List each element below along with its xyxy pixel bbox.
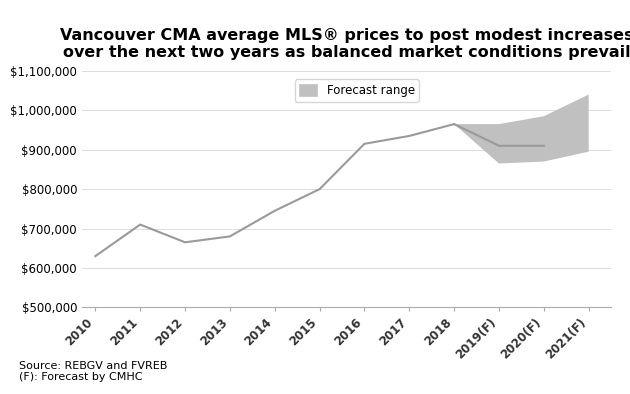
Legend: Forecast range: Forecast range — [295, 79, 420, 102]
Text: Source: REBGV and FVREB
(F): Forecast by CMHC: Source: REBGV and FVREB (F): Forecast by… — [19, 361, 168, 382]
Title: Vancouver CMA average MLS® prices to post modest increases
over the next two yea: Vancouver CMA average MLS® prices to pos… — [60, 28, 630, 60]
Polygon shape — [454, 95, 588, 164]
